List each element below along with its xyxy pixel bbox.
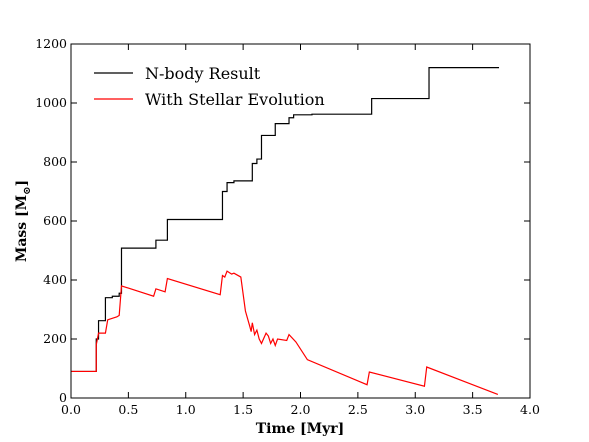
x-tick-label: 1.5 [233,402,253,417]
x-tick-label: 0.5 [118,402,138,417]
series-layer [71,67,500,396]
series-line-0 [71,67,500,373]
x-tick-label: 1.0 [176,402,196,417]
x-tick-label: 2.0 [291,402,311,417]
y-tick-label: 400 [43,272,67,287]
y-axis-label-main: Mass [M [14,195,30,262]
y-tick-label: 1000 [35,95,67,110]
y-tick-label: 0 [59,390,67,405]
legend-label-nbody: N-body Result [145,64,261,83]
y-tick-label: 600 [43,213,67,228]
y-axis-label: Mass [M⊙] [14,180,33,262]
x-tick-label: 4.0 [520,402,540,417]
plot-frame [70,43,531,399]
series-line-1 [71,270,499,396]
legend-label-stellar: With Stellar Evolution [145,90,325,109]
y-tick-label: 800 [43,154,67,169]
y-axis-label-end: ] [14,180,30,187]
y-axis-label-sub: ⊙ [22,186,33,194]
tick-layer: 0.0 0.5 1.0 1.5 2.0 2.5 3.0 3.5 4.0 0 200 400 600 800… [35,36,540,417]
x-tick-label: 3.5 [463,402,483,417]
y-tick-label: 200 [43,331,67,346]
x-axis-label: Time [Myr] [256,421,345,437]
x-tick-label: 0.0 [61,402,81,417]
y-tick-label: 1200 [35,36,67,51]
x-tick-label: 2.5 [348,402,368,417]
x-tick-label: 3.0 [405,402,425,417]
legend: N-body Result With Stellar Evolution [94,64,325,109]
